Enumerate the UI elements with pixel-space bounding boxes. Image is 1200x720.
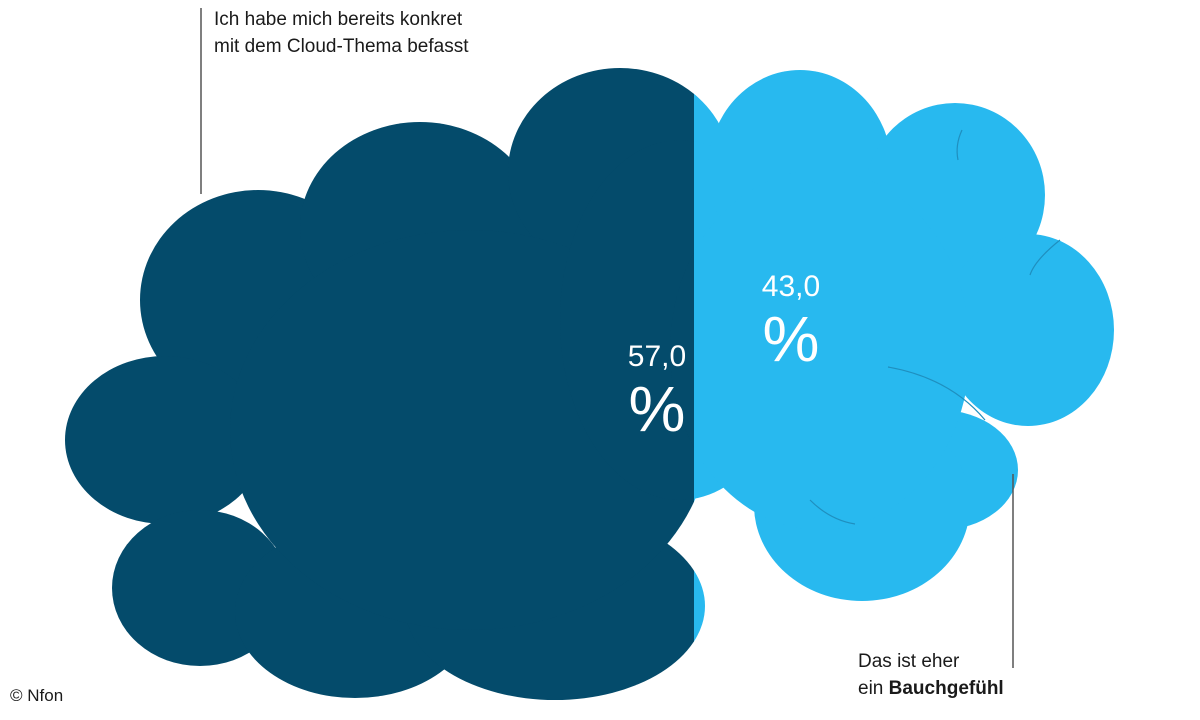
cloud-blob-dark-14 <box>670 252 694 448</box>
cloud-fold-line-3 <box>956 129 963 161</box>
data-label-concrete-number: 57,0 <box>627 340 687 373</box>
annotation-gut-feeling: Das ist eher ein Bauchgefühl <box>858 648 1004 702</box>
annotation-concrete: Ich habe mich bereits konkret mit dem Cl… <box>214 6 469 60</box>
data-label-concrete: 57,0 % <box>597 340 717 444</box>
annotation-concrete-line2: mit dem Cloud-Thema befasst <box>214 36 469 57</box>
annotation-concrete-line1: Ich habe mich bereits konkret <box>214 9 463 30</box>
cloud-blob-light-14 <box>693 170 970 530</box>
copyright-credit: © Nfon <box>10 686 64 705</box>
annotation-gut-bold: Bauchgefühl <box>888 678 1004 699</box>
data-label-concrete-unit: % <box>628 373 686 445</box>
cloud-blob-dark-8 <box>560 140 694 500</box>
annotation-gut-line2: ein Bauchgefühl <box>858 675 1004 702</box>
annotation-gut-prefix: ein <box>858 678 889 699</box>
cloud-fold-line-2 <box>809 499 856 525</box>
cloud-fold-line-1 <box>887 366 986 421</box>
data-label-gut-number: 43,0 <box>761 270 821 303</box>
data-label-gut-unit: % <box>762 303 820 375</box>
cloud-fold-line-0 <box>1029 239 1061 276</box>
cloud-blob-dark-3 <box>65 356 265 524</box>
cloud-segment-concrete <box>65 68 694 700</box>
annotation-gut-line1: Das ist eher <box>858 651 960 672</box>
data-label-gut-feeling: 43,0 % <box>731 270 851 374</box>
cloud-segment-gut-feeling <box>693 70 1114 642</box>
cloud-blob-light-6 <box>693 570 705 642</box>
cloud-blob-light-11 <box>942 234 1114 426</box>
